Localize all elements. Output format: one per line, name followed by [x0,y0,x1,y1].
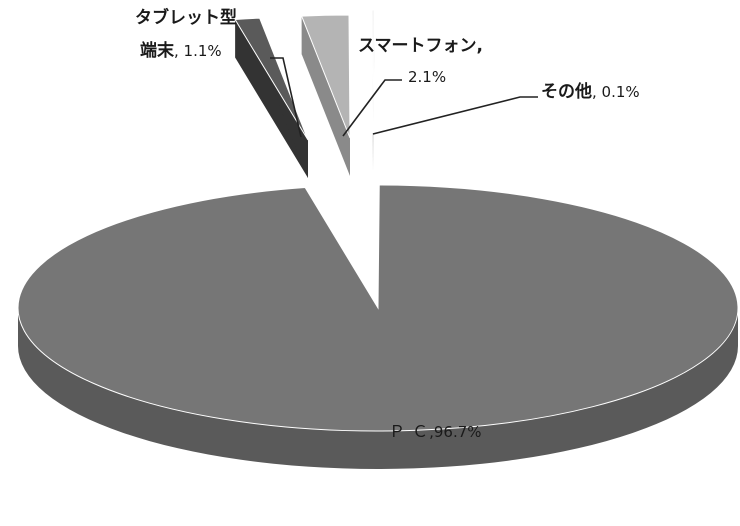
label-pc-name: Ｐ Ｃ [389,422,429,441]
label-smartphone-value: 2.1% [408,68,446,86]
leader-line-other [372,96,538,135]
pie-slice-other [371,9,375,134]
label-pc: Ｐ Ｃ,96.7% [389,422,482,441]
label-pc-value: ,96.7% [429,423,481,441]
pie-side-pc [18,308,738,469]
pie-slice-pc [17,184,739,432]
label-other-name: その他 [541,81,592,102]
label-other-value: , 0.1% [592,83,640,101]
pie-slice-smartphone [300,14,351,139]
label-smartphone-name: スマートフォン, [358,36,483,56]
pie-cut-tablet-0 [235,19,308,179]
label-tablet-name-line1: タブレット型 [135,7,237,28]
leader-line-tablet [270,57,302,138]
pie-slice-tablet [234,17,309,141]
leader-line-smartphone [342,79,402,137]
label-other: その他, 0.1% [541,81,640,102]
label-tablet-name-line2: 端末 [140,40,175,61]
pie-cut-smartphone-0 [301,16,350,177]
label-tablet-line2: 端末, 1.1% [140,40,222,61]
pie-top-faces [17,9,739,432]
label-tablet-value: , 1.1% [174,42,222,60]
